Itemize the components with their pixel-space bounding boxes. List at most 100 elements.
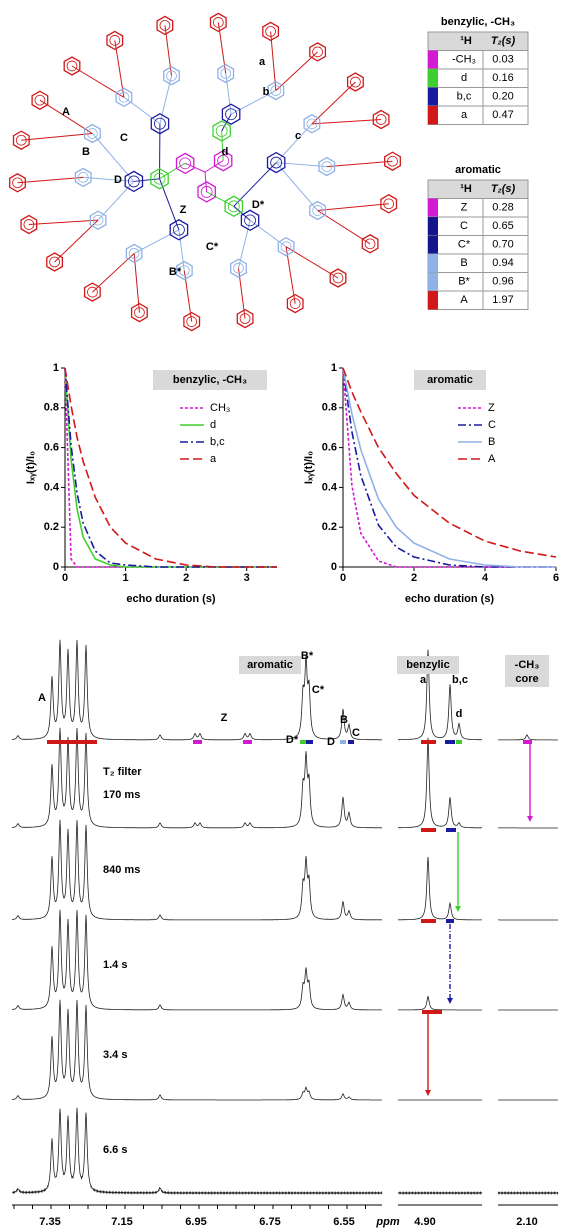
molecule-label: d bbox=[222, 146, 229, 158]
axis-unit: ppm bbox=[375, 1216, 399, 1228]
row-swatch bbox=[428, 254, 438, 273]
arrow-head bbox=[447, 998, 453, 1004]
decay-curve bbox=[343, 368, 556, 557]
decay-curve bbox=[65, 368, 277, 567]
y-tick-label: 0.2 bbox=[322, 521, 337, 533]
table-cell: a bbox=[461, 109, 468, 121]
molecule-label: C* bbox=[206, 241, 219, 253]
bond bbox=[17, 177, 83, 182]
molecule-label: A bbox=[62, 106, 70, 118]
phenyl-a bbox=[362, 235, 378, 253]
phenyl-a bbox=[132, 304, 148, 322]
molecule-label: D bbox=[114, 174, 122, 186]
spectrum-trace bbox=[398, 738, 482, 828]
spectrum-trace bbox=[12, 1108, 382, 1194]
phenyl-a bbox=[32, 91, 48, 109]
axis-tick-label: 2.10 bbox=[516, 1216, 537, 1228]
row-swatch bbox=[428, 236, 438, 255]
decay-curve bbox=[65, 368, 277, 567]
peak-label: C bbox=[352, 727, 360, 739]
decay-curve bbox=[343, 368, 556, 567]
table-cell: d bbox=[461, 72, 467, 84]
bond bbox=[318, 204, 389, 211]
x-axis-label: echo duration (s) bbox=[405, 593, 495, 605]
phenyl-a bbox=[263, 22, 279, 40]
table-cell: B bbox=[460, 257, 467, 269]
table-cell: 0.70 bbox=[492, 239, 513, 251]
table-cell: Z bbox=[461, 202, 468, 214]
row-swatch bbox=[428, 106, 438, 125]
legend-label: CH₃ bbox=[210, 402, 230, 414]
bond bbox=[21, 134, 92, 141]
spectrum-trace bbox=[398, 857, 482, 920]
bond bbox=[134, 230, 179, 254]
x-tick-label: 0 bbox=[340, 572, 346, 584]
table-cell: 0.47 bbox=[492, 109, 513, 121]
x-tick-label: 4 bbox=[482, 572, 489, 584]
molecule-label: c bbox=[295, 130, 301, 142]
axis-tick-label: 6.95 bbox=[185, 1216, 206, 1228]
table-cell: 0.28 bbox=[492, 202, 513, 214]
table-cell: 0.96 bbox=[492, 276, 513, 288]
filter-label: T₂ filter bbox=[103, 766, 142, 778]
row-swatch bbox=[428, 69, 438, 88]
spectrum-trace bbox=[12, 1000, 382, 1100]
bond bbox=[327, 161, 393, 166]
axis-tick-label: 6.55 bbox=[333, 1216, 354, 1228]
decay-curve bbox=[65, 368, 277, 567]
table-cell: 0.65 bbox=[492, 220, 513, 232]
x-tick-label: 2 bbox=[411, 572, 417, 584]
row-swatch bbox=[428, 217, 438, 236]
spectrum-trace bbox=[12, 820, 382, 920]
molecule-label: b bbox=[263, 86, 270, 98]
row-label: 6.6 s bbox=[103, 1144, 127, 1156]
arrow-head bbox=[527, 816, 533, 822]
region-label: -CH₃ bbox=[515, 659, 540, 671]
phenyl-a bbox=[348, 73, 364, 91]
table-header-cell: T₂(s) bbox=[491, 183, 516, 195]
x-tick-label: 3 bbox=[244, 572, 250, 584]
molecule-label: Z bbox=[180, 204, 187, 216]
molecule-label: D* bbox=[252, 199, 265, 211]
phenyl-a bbox=[157, 16, 173, 34]
y-tick-label: 0 bbox=[53, 561, 59, 573]
table-title: benzylic, -CH₃ bbox=[441, 16, 515, 28]
bond bbox=[250, 220, 286, 246]
y-axis-label: Iₓᵧ(t)/I₀ bbox=[303, 451, 315, 484]
spectrum-trace bbox=[398, 1192, 482, 1194]
phenyl-a bbox=[47, 253, 63, 271]
x-tick-label: 0 bbox=[62, 572, 68, 584]
region-sublabel: core bbox=[515, 673, 538, 685]
table-cell: 0.94 bbox=[492, 257, 513, 269]
y-tick-label: 0.4 bbox=[322, 481, 338, 493]
legend-label: C bbox=[488, 419, 496, 431]
row-label: 170 ms bbox=[103, 789, 140, 801]
spectrum-trace bbox=[498, 1192, 558, 1194]
decay-curve bbox=[343, 368, 556, 567]
row-swatch bbox=[428, 291, 438, 310]
spectrum-trace bbox=[398, 997, 482, 1011]
row-label: 3.4 s bbox=[103, 1049, 127, 1061]
row-swatch bbox=[428, 51, 438, 70]
y-axis-label: Iₓᵧ(t)/I₀ bbox=[25, 451, 37, 484]
bond bbox=[134, 179, 160, 182]
peak-label: D* bbox=[286, 734, 299, 746]
molecule-label: B bbox=[82, 146, 90, 158]
legend-label: a bbox=[210, 453, 217, 465]
row-swatch bbox=[428, 88, 438, 107]
table-header-cell: ¹H bbox=[460, 35, 472, 47]
molecule-label: C bbox=[120, 132, 128, 144]
table-cell: B* bbox=[458, 276, 470, 288]
table-cell: 1.97 bbox=[492, 294, 513, 306]
peak-label: b,c bbox=[452, 674, 468, 686]
table-title: aromatic bbox=[455, 164, 501, 176]
x-tick-label: 1 bbox=[123, 572, 129, 584]
region-label: aromatic bbox=[247, 659, 293, 671]
spectrum-trace bbox=[12, 640, 382, 740]
table-cell: C* bbox=[458, 239, 471, 251]
decay-curve bbox=[343, 368, 556, 567]
legend-label: b,c bbox=[210, 436, 225, 448]
peak-label: C* bbox=[312, 684, 325, 696]
x-tick-label: 6 bbox=[553, 572, 559, 584]
